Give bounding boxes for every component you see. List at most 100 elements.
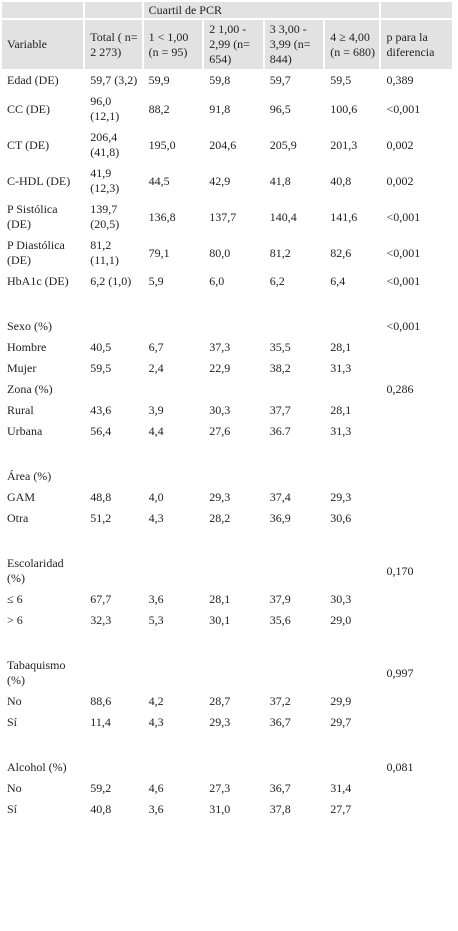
cell-q2: 137,7 [204,200,263,234]
cell-label: Rural [2,401,84,420]
cell-q4 [325,530,380,552]
header-quartile-group: Cuartil de PCR [143,2,380,18]
cell-label: No [2,692,84,711]
cell-q3 [264,554,324,588]
cell-q1: 3,6 [143,800,203,819]
header-empty-variable [2,2,84,18]
cell-total: 6,2 (1,0) [85,272,142,291]
cell-label: Zona (%) [2,380,84,399]
cell-q4: 30,3 [325,590,380,609]
cell-p [381,590,452,609]
cell-q1: 2,4 [143,359,203,378]
cell-total [85,380,142,399]
cell-total: 96,0 (12,1) [85,92,142,126]
header-total: Total ( n= 2 273) [85,20,142,69]
table-row: Mujer 59,5 2,4 22,9 38,2 31,3 [2,359,452,378]
cell-p: 0,002 [381,164,452,198]
cell-label: Urbana [2,422,84,441]
cell-p: 0,002 [381,128,452,162]
cell-label: P Diastólica (DE) [2,236,84,270]
cell-q4 [325,554,380,588]
cell-p [381,509,452,528]
cell-total: 59,7 (3,2) [85,71,142,90]
cell-q4: 29,7 [325,713,380,732]
cell-p: <0,001 [381,236,452,270]
cell-q3: 35,5 [264,338,324,357]
cell-label: Sí [2,713,84,732]
cell-label: Escolaridad (%) [2,554,84,588]
cell-p [381,611,452,630]
cell-q2: 28,2 [204,509,263,528]
cell-q3: 35,6 [264,611,324,630]
cell-label: Alcohol (%) [2,758,84,777]
cell-q4: 59,5 [325,71,380,90]
cell-label [2,293,84,315]
cell-q3: 6,2 [264,272,324,291]
cell-q1 [143,467,203,486]
cell-total: 48,8 [85,488,142,507]
cell-q4 [325,380,380,399]
cell-p: 0,389 [381,71,452,90]
cell-p [381,800,452,819]
cell-q1 [143,632,203,654]
table-row: CC (DE) 96,0 (12,1) 88,2 91,8 96,5 100,6 <0,00… [2,92,452,126]
cell-q3: 37,7 [264,401,324,420]
cell-total: 67,7 [85,590,142,609]
cell-q3: 37,2 [264,692,324,711]
cell-total: 41,9 (12,3) [85,164,142,198]
cell-total: 56,4 [85,422,142,441]
table-row: GAM 48,8 4,0 29,3 37,4 29,3 [2,488,452,507]
cell-q2: 30,1 [204,611,263,630]
cell-q3 [264,467,324,486]
cell-q1: 44,5 [143,164,203,198]
cell-q4: 30,6 [325,509,380,528]
cell-q1 [143,554,203,588]
table-row: Tabaquismo (%) 0,997 [2,656,452,690]
cell-total: 43,6 [85,401,142,420]
cell-q4 [325,734,380,756]
cell-q4 [325,443,380,465]
table-row: Urbana 56,4 4,4 27,6 36.7 31,3 [2,422,452,441]
cell-q4 [325,656,380,690]
cell-q2 [204,317,263,336]
cell-q2: 80,0 [204,236,263,270]
cell-q1: 4,0 [143,488,203,507]
cell-p [381,530,452,552]
cell-label: C-HDL (DE) [2,164,84,198]
cell-q4: 29,3 [325,488,380,507]
table-row: HbA1c (DE) 6,2 (1,0) 5,9 6,0 6,2 6,4 <0,001 [2,272,452,291]
cell-q4: 29,9 [325,692,380,711]
cell-label [2,530,84,552]
cell-q1: 4,6 [143,779,203,798]
cell-q1: 79,1 [143,236,203,270]
cell-q4: 100,6 [325,92,380,126]
cell-label: Edad (DE) [2,71,84,90]
cell-label: GAM [2,488,84,507]
cell-q3 [264,656,324,690]
table-row [2,734,452,756]
cell-q2 [204,293,263,315]
cell-q4: 201,3 [325,128,380,162]
cell-q2 [204,734,263,756]
cell-p [381,779,452,798]
cell-q3: 37,4 [264,488,324,507]
table-row: No 59,2 4,6 27,3 36,7 31,4 [2,779,452,798]
cell-q4: 31,3 [325,422,380,441]
cell-q4 [325,467,380,486]
cell-p [381,293,452,315]
cell-q1 [143,293,203,315]
cell-q2 [204,632,263,654]
cell-total: 206,4 (41,8) [85,128,142,162]
cell-label: P Sistólica (DE) [2,200,84,234]
cell-q1: 3,6 [143,590,203,609]
cell-p [381,422,452,441]
cell-q2 [204,467,263,486]
cell-q2 [204,443,263,465]
cell-total: 88,6 [85,692,142,711]
table-row: P Diastólica (DE) 81,2 (11,1) 79,1 80,0 81,2… [2,236,452,270]
cell-q2 [204,758,263,777]
table-row: Sí 40,8 3,6 31,0 37,8 27,7 [2,800,452,819]
cell-q2: 29,3 [204,488,263,507]
cell-q4 [325,293,380,315]
cell-p [381,443,452,465]
